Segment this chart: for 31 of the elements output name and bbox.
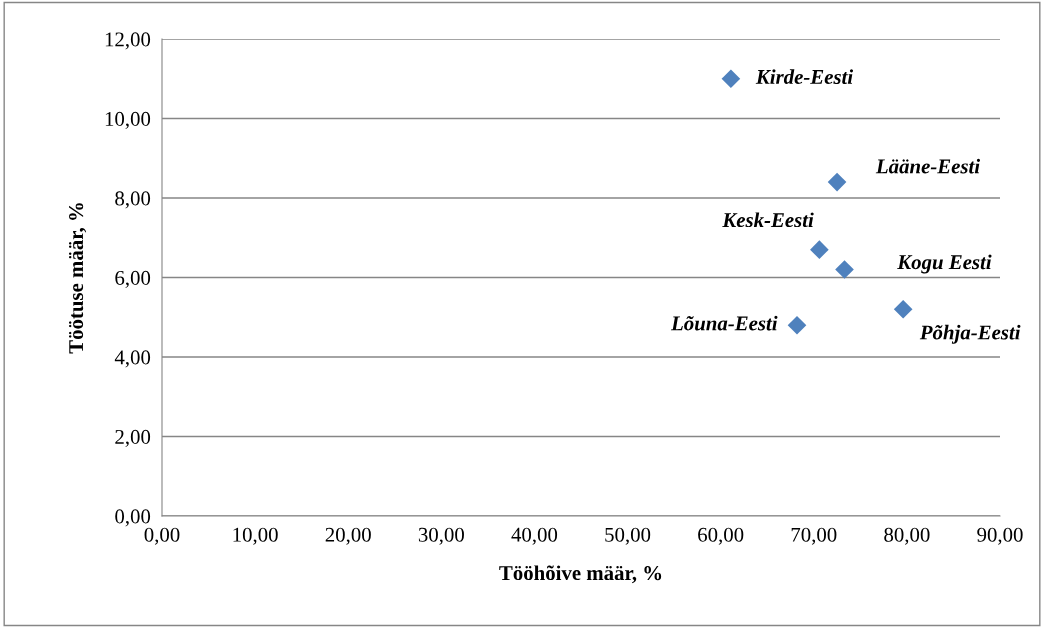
y-tick-label: 2,00: [115, 429, 151, 447]
annotation: Kirde-Eesti: [755, 69, 854, 84]
annotation: Põhja-Eesti: [919, 324, 1021, 344]
x-tick-label: 20,00: [325, 527, 371, 545]
y-tick-label: 6,00: [115, 270, 151, 288]
annotation: Lääne-Eesti: [875, 158, 981, 174]
x-tick-label: 60,00: [698, 527, 744, 545]
x-tick-label: 50,00: [605, 527, 651, 545]
point: [721, 69, 741, 89]
y-tick-label: 4,00: [114, 350, 151, 368]
point: [827, 172, 847, 192]
x-tick-label: 30,00: [418, 527, 464, 545]
annotation: Lõuna-Eesti: [670, 315, 778, 331]
x-tick-label: 0,00: [144, 527, 180, 545]
y-axis-title: Töötuse määr, %: [68, 203, 87, 354]
point: [787, 315, 807, 335]
x-tick-label: 70,00: [791, 527, 837, 545]
point: [810, 240, 829, 259]
x-tick-label: 90,00: [977, 527, 1023, 545]
annotation: Kogu Eesti: [897, 254, 992, 274]
x-tick-label: 40,00: [511, 527, 558, 545]
annotation: Kesk-Eesti: [722, 212, 814, 228]
x-axis-title: Tööhõive määr, %: [499, 565, 662, 584]
x-tick-label: 80,00: [884, 527, 930, 545]
point: [893, 299, 913, 319]
y-tick-label: 10,00: [105, 111, 151, 129]
y-tick-label: 0,00: [115, 509, 151, 527]
y-tick-label: 8,00: [115, 191, 151, 209]
point: [835, 260, 854, 279]
x-tick-label: 10,00: [233, 527, 278, 545]
y-tick-label: 12,00: [105, 32, 151, 50]
